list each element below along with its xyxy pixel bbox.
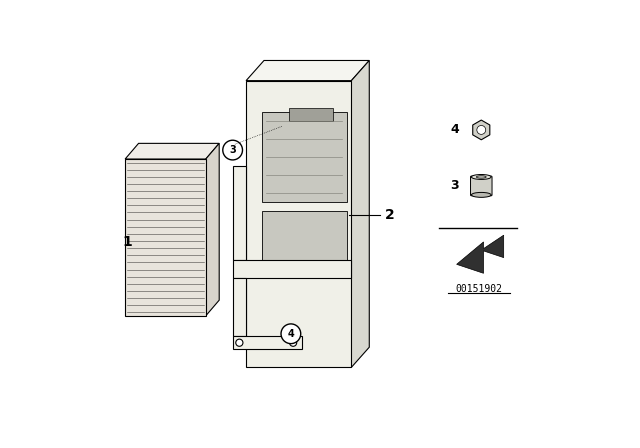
Polygon shape xyxy=(473,120,490,140)
FancyBboxPatch shape xyxy=(470,176,492,196)
Polygon shape xyxy=(246,60,369,81)
Polygon shape xyxy=(233,166,246,260)
Polygon shape xyxy=(233,336,302,349)
Text: 3: 3 xyxy=(229,145,236,155)
Circle shape xyxy=(236,339,243,346)
Polygon shape xyxy=(351,60,369,367)
Text: 3: 3 xyxy=(450,179,459,193)
Polygon shape xyxy=(246,81,351,367)
Text: 00151902: 00151902 xyxy=(456,284,502,294)
Circle shape xyxy=(281,324,301,344)
Text: 2: 2 xyxy=(385,208,395,222)
Ellipse shape xyxy=(476,176,486,178)
Polygon shape xyxy=(233,278,246,336)
Circle shape xyxy=(223,140,243,160)
Circle shape xyxy=(289,339,297,346)
Text: 1: 1 xyxy=(122,235,132,249)
Ellipse shape xyxy=(472,175,491,180)
Polygon shape xyxy=(233,260,351,278)
Text: 4: 4 xyxy=(450,123,459,137)
Text: 4: 4 xyxy=(287,329,294,339)
Polygon shape xyxy=(262,211,347,260)
Polygon shape xyxy=(206,143,220,316)
Polygon shape xyxy=(457,235,504,273)
Ellipse shape xyxy=(472,193,491,198)
Polygon shape xyxy=(289,108,333,121)
Circle shape xyxy=(477,125,486,134)
Polygon shape xyxy=(262,112,347,202)
Polygon shape xyxy=(125,143,220,159)
Polygon shape xyxy=(125,159,206,316)
